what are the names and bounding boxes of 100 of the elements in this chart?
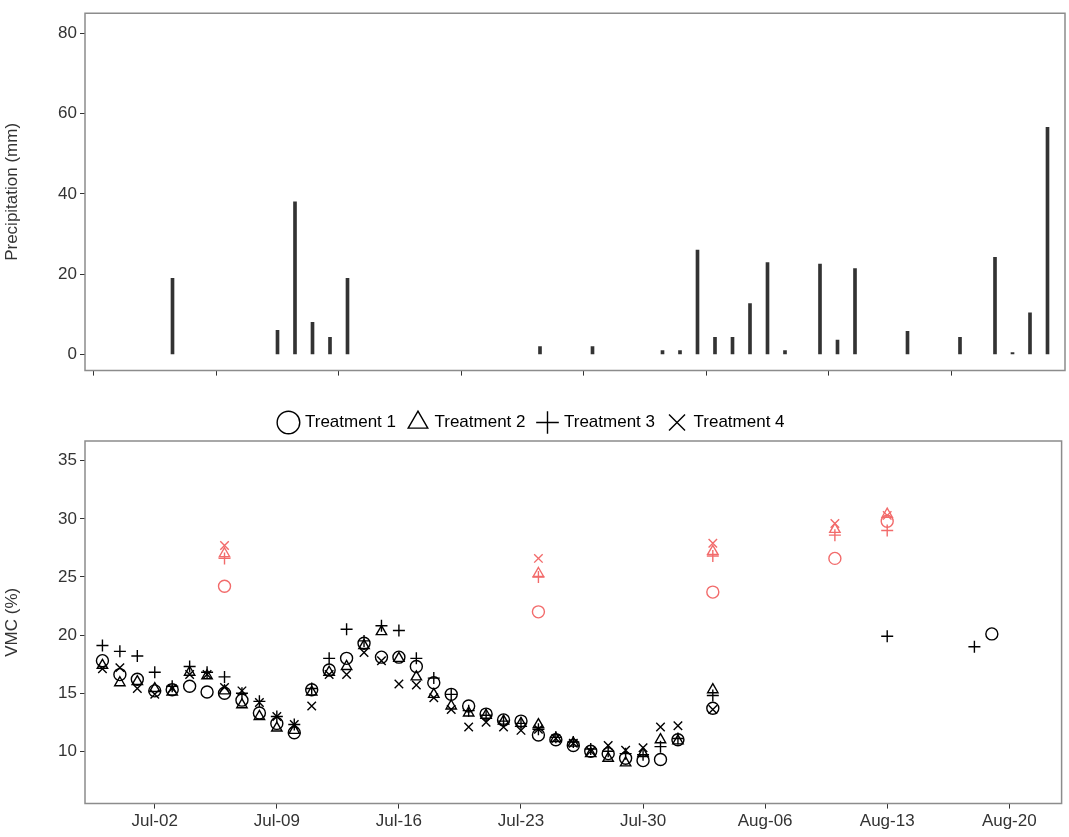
point [427,687,440,699]
point [95,638,110,653]
point [637,746,649,758]
point [182,679,197,693]
point [96,658,109,669]
point [828,522,841,534]
bar [818,263,822,355]
y-tick-label: 30 [58,508,77,528]
point [236,698,248,709]
point [828,551,842,566]
x-tick-label: Jul-16 [375,811,423,831]
point [636,753,650,768]
bar [678,350,682,355]
point [618,751,633,765]
y-tick-label: 40 [58,183,77,203]
point [270,716,284,731]
bar [328,336,332,355]
point [445,699,458,710]
y-tick-label: 20 [58,624,77,644]
point [95,653,110,668]
y-tick-label: 20 [58,263,77,283]
point [217,670,232,684]
point [237,685,247,696]
point [217,686,232,700]
bar [538,346,542,355]
point [149,689,160,700]
point [532,566,545,578]
point [654,732,667,744]
point [706,585,720,599]
point [531,605,546,619]
point [341,669,352,680]
point [566,738,580,753]
point [602,751,615,762]
point [200,685,214,699]
point [306,701,317,711]
point [653,752,668,767]
legend-label: Treatment 3 [564,412,656,432]
point [461,699,476,713]
point [340,659,353,671]
point [287,726,301,740]
point [411,680,422,690]
bar [853,268,857,355]
point [218,547,231,558]
point [339,651,354,666]
point [532,717,545,729]
point [829,518,840,529]
y-tick-label: 80 [58,22,77,42]
point [880,514,894,528]
point [706,544,719,556]
point [672,720,683,731]
point [463,721,474,732]
point [235,693,249,707]
point [324,669,335,680]
point [270,721,283,732]
legend-label: Treatment 4 [693,412,785,432]
point [707,538,718,549]
point [409,659,424,674]
point [531,728,546,742]
x-tick-label: Jul-23 [497,811,545,831]
x-tick-label: Jul-02 [131,811,178,831]
point [410,670,423,681]
point [393,678,404,689]
legend-label: Treatment 2 [434,412,526,432]
point [217,579,232,593]
y-tick-label: 60 [58,103,77,123]
bar [1028,312,1032,355]
point [880,523,894,538]
point [113,667,127,682]
point [706,683,719,694]
point [219,540,230,551]
point [653,739,668,754]
y-axis-title: VMC (%) [1,587,21,657]
point [446,704,457,715]
bar [958,336,962,355]
point [376,655,387,666]
bar [748,303,752,355]
point [985,627,999,641]
point [114,662,125,673]
bar [293,201,297,355]
y-tick-label: 10 [58,740,77,760]
point [706,688,720,703]
y-tick-label: 25 [58,566,77,586]
bar [713,336,717,355]
point [967,640,982,654]
y-axis-title: Precipitation (mm) [1,122,21,261]
point [409,651,424,666]
bar [783,350,787,355]
x-tick-label: Aug-06 [737,811,793,831]
point [339,622,354,636]
point [182,659,197,674]
point [217,551,232,566]
point [428,692,439,703]
bar [993,257,997,355]
x-tick-label: Jul-09 [253,811,300,831]
point [184,669,195,680]
point [619,756,632,767]
point [113,676,126,687]
x-tick-label: Jul-30 [619,811,667,831]
point [148,681,161,693]
point [655,721,666,732]
